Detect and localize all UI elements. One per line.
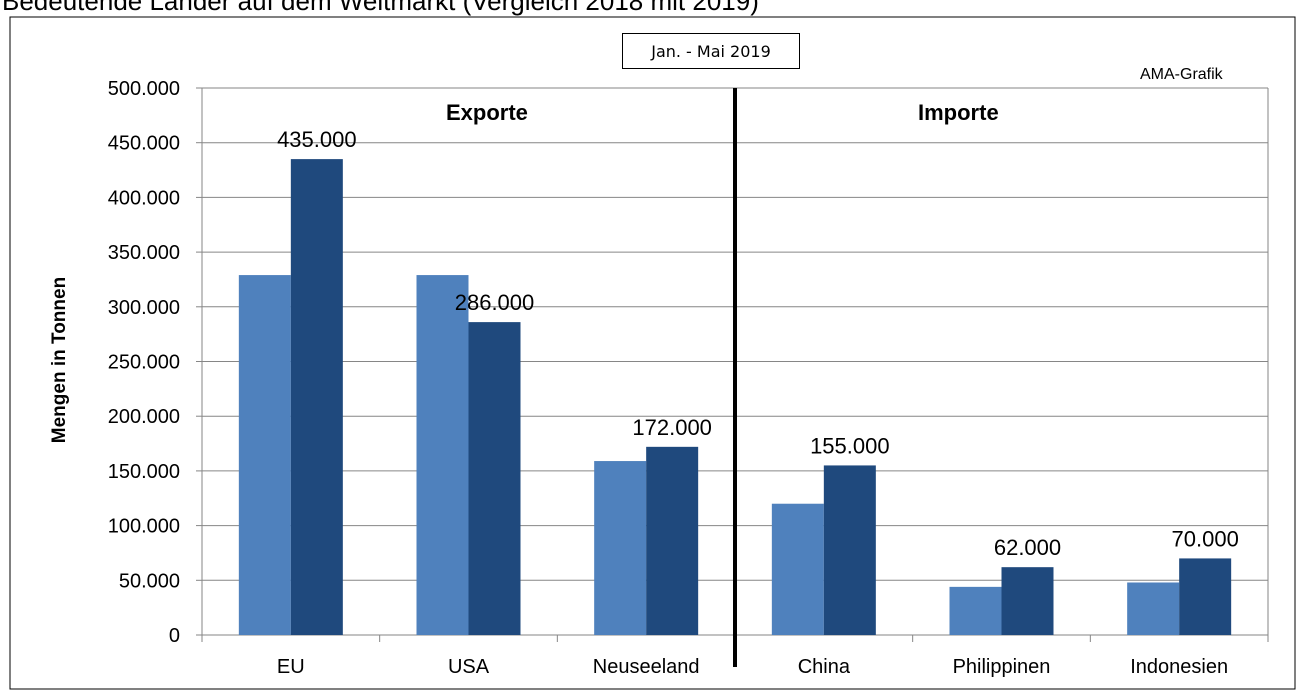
y-tick-label: 500.000 [108,78,180,100]
y-tick-label: 300.000 [108,297,180,319]
y-tick-label: 250.000 [108,352,180,374]
bar [416,275,469,635]
y-tick-label: 50.000 [119,570,180,592]
data-labels: 435.000 286.000 172.000 155.000 62.000 70.000 [277,127,1239,560]
x-tick-label: China [798,656,851,678]
bar [823,465,876,635]
bar [468,322,521,635]
bar [238,275,291,635]
data-label: 155.000 [810,433,890,458]
data-label: 62.000 [994,535,1061,560]
x-tick-label: Neuseeland [593,656,700,678]
x-tick-label: Philippinen [953,656,1051,678]
bar [594,461,647,635]
bar [1001,567,1054,635]
x-tick-label: USA [448,656,490,678]
y-tick-label: 450.000 [108,133,180,155]
bar [290,159,343,636]
y-axis-label: Mengen in Tonnen [49,276,70,444]
data-label: 286.000 [455,290,535,315]
period-note: Jan. - Mai 2019 [622,33,800,69]
bars [238,159,1232,636]
bar [1127,582,1180,635]
x-tick-label: EU [277,656,305,678]
data-label: 435.000 [277,127,357,152]
section-label-importe: Importe [918,100,999,125]
y-tick-label: 0 [169,625,180,647]
chart-title: Bedeutende Länder auf dem Weltmarkt (Ver… [2,0,759,16]
y-tick-label: 100.000 [108,516,180,538]
y-tick-label: 350.000 [108,242,180,264]
source-label: AMA-Grafik [1140,66,1223,83]
bar [949,586,1002,635]
x-tick-label: Indonesien [1130,656,1228,678]
bar [646,446,699,635]
bar [771,503,824,635]
chart-border [9,16,1296,690]
y-tick-label: 200.000 [108,406,180,428]
bar [1179,558,1232,635]
data-label: 172.000 [632,415,712,440]
y-tick-label: 150.000 [108,461,180,483]
data-label: 70.000 [1172,526,1239,551]
section-label-exporte: Exporte [446,100,528,125]
y-tick-label: 400.000 [108,187,180,209]
axes: 0 50.000 100.000 150.000 200.000 250.000 300.0… [108,78,1269,678]
